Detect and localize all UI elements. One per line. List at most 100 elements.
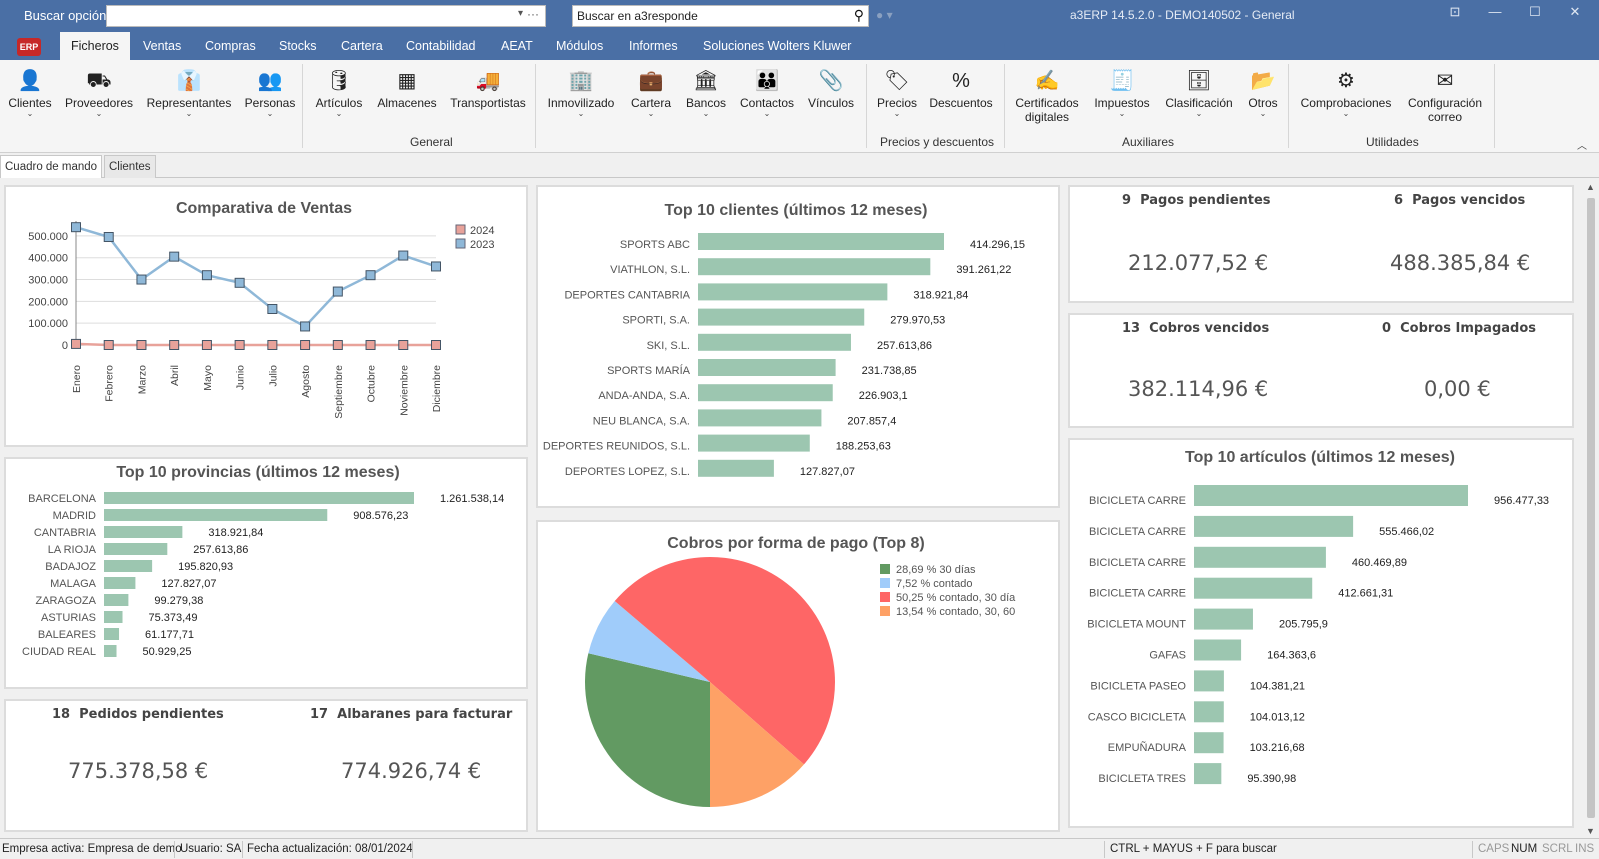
- category-label: BICICLETA CARRE: [1089, 588, 1186, 600]
- pie-slice: [585, 653, 710, 807]
- value-label: 318.921,84: [208, 527, 263, 539]
- chevron-down-icon: ⌄: [1259, 109, 1267, 118]
- menu-stocks[interactable]: Stocks: [279, 39, 317, 53]
- category-label: MADRID: [53, 510, 96, 522]
- otros-button[interactable]: 📂 Otros ⌄: [1244, 66, 1282, 118]
- albaranes-amount: 774.926,74 €: [341, 759, 482, 783]
- collapse-ribbon-icon[interactable]: ︿: [1577, 141, 1587, 152]
- status-separator: [1472, 841, 1473, 858]
- category-label: CASCO BICICLETA: [1088, 711, 1187, 723]
- vinculos-button[interactable]: 📎 Vínculos: [804, 66, 858, 110]
- scroll-up-icon[interactable]: ▲: [1586, 182, 1595, 192]
- bar: [104, 492, 414, 504]
- status-num: NUM: [1511, 843, 1538, 855]
- bancos-button[interactable]: 🏛 Bancos ⌄: [682, 66, 730, 118]
- pie-slice: [614, 557, 835, 765]
- vertical-scrollbar[interactable]: ▲ ▼: [1583, 180, 1599, 838]
- transportistas-label: Transportistas: [450, 96, 526, 110]
- proveedores-button[interactable]: ⛟ Proveedores ⌄: [62, 66, 136, 118]
- certificados-button[interactable]: ✍ Certificados digitales: [1010, 66, 1084, 124]
- tab-cuadro-de-mando[interactable]: Cuadro de mando: [0, 155, 103, 178]
- contactos-button[interactable]: 👪 Contactos ⌄: [736, 66, 798, 118]
- status-separator: [174, 841, 175, 858]
- value-label: 188.253,63: [836, 441, 891, 453]
- pin-icon[interactable]: ⊡: [1449, 4, 1461, 19]
- erp-logo[interactable]: ERP: [17, 38, 41, 56]
- transportistas-button[interactable]: 🚚 Transportistas: [446, 66, 530, 110]
- menu-ventas[interactable]: Ventas: [143, 39, 182, 53]
- data-point-2023: [267, 304, 278, 314]
- briefcase-icon: 💼: [638, 70, 664, 92]
- data-point-2023: [365, 270, 376, 281]
- chevron-down-icon: ⌄: [95, 109, 103, 118]
- menu-modulos[interactable]: Módulos: [556, 39, 604, 53]
- supplier-icon: ⛟: [86, 70, 112, 92]
- group-utilidades: Utilidades: [1366, 135, 1419, 149]
- tab-clientes[interactable]: Clientes: [104, 155, 156, 178]
- category-label: BICICLETA CARRE: [1089, 526, 1186, 538]
- menu-ficheros[interactable]: Ficheros: [60, 32, 130, 60]
- chevron-down-icon[interactable]: ▾: [517, 8, 523, 19]
- value-label: 1.261.538,14: [440, 493, 504, 505]
- almacenes-button[interactable]: ▦ Almacenes: [374, 66, 440, 110]
- category-label: SPORTS ABC: [620, 239, 690, 251]
- articulos-button[interactable]: 🛢 Artículos ⌄: [310, 66, 368, 118]
- bar: [698, 384, 833, 402]
- maximize-button[interactable]: ☐: [1529, 4, 1541, 19]
- menu-cartera[interactable]: Cartera: [341, 39, 383, 53]
- almacenes-label: Almacenes: [377, 96, 437, 110]
- descuentos-label: Descuentos: [929, 96, 993, 110]
- impuestos-button[interactable]: 🧾 Impuestos ⌄: [1090, 66, 1154, 118]
- search-option-input[interactable]: ▾ ···: [106, 5, 546, 27]
- personas-button[interactable]: 👥 Personas ⌄: [242, 66, 298, 118]
- data-point-2023: [136, 274, 147, 285]
- bell-icon[interactable]: ● ▾: [876, 8, 893, 22]
- menu-soluciones[interactable]: Soluciones Wolters Kluwer: [703, 39, 852, 53]
- discount-icon: %: [952, 70, 970, 92]
- vinculos-label: Vínculos: [807, 96, 855, 110]
- bar: [1194, 577, 1313, 599]
- search-icon[interactable]: ⚲: [853, 7, 864, 23]
- value-label: 95.390,98: [1247, 773, 1296, 785]
- minimize-button[interactable]: —: [1488, 4, 1502, 19]
- menu-compras[interactable]: Compras: [205, 39, 256, 53]
- category-label: BICICLETA MOUNT: [1087, 619, 1186, 631]
- chart-title: Top 10 clientes (últimos 12 meses): [665, 202, 928, 219]
- otros-label: Otros: [1248, 96, 1278, 110]
- menu-contabilidad[interactable]: Contabilidad: [406, 39, 476, 53]
- descuentos-button[interactable]: % Descuentos: [926, 66, 996, 110]
- menu-bar: ERP Ficheros Ventas Compras Stocks Carte…: [0, 32, 1599, 60]
- scroll-thumb[interactable]: [1587, 198, 1595, 818]
- legend-label: 7,52 % contado: [896, 578, 972, 590]
- scroll-down-icon[interactable]: ▼: [1586, 826, 1595, 836]
- clasificacion-button[interactable]: 🗄 Clasificación ⌄: [1160, 66, 1238, 118]
- cartera-button[interactable]: 💼 Cartera ⌄: [626, 66, 676, 118]
- articles-icon: 🛢: [326, 70, 352, 92]
- ribbon-separator: [1004, 64, 1005, 148]
- close-button[interactable]: ✕: [1569, 4, 1581, 19]
- cobros-vencidos-label: Cobros vencidos: [1149, 321, 1270, 336]
- menu-informes[interactable]: Informes: [629, 39, 678, 53]
- configuracion-correo-button[interactable]: ✉ Configuración correo: [1402, 66, 1488, 124]
- data-point-2024: [71, 338, 81, 349]
- value-label: 104.013,12: [1250, 711, 1305, 723]
- category-label: DEPORTES CANTABRIA: [564, 289, 690, 301]
- more-icon[interactable]: ···: [527, 7, 539, 21]
- bar: [104, 645, 117, 657]
- chevron-down-icon: ⌄: [266, 109, 274, 118]
- tax-icon: 🧾: [1109, 70, 1135, 92]
- inmovilizado-button[interactable]: 🏢 Inmovilizado ⌄: [542, 66, 620, 118]
- comprobaciones-button[interactable]: ⚙ Comprobaciones ⌄: [1296, 66, 1396, 118]
- category-label: DEPORTES REUNIDOS, S.L.: [543, 441, 690, 453]
- bar: [104, 526, 183, 538]
- comprobaciones-label: Comprobaciones: [1300, 96, 1392, 110]
- clientes-button[interactable]: 👤 Clientes ⌄: [6, 66, 54, 118]
- bar: [104, 509, 328, 521]
- menu-aeat[interactable]: AEAT: [501, 39, 533, 53]
- representantes-button[interactable]: 👔 Representantes ⌄: [144, 66, 234, 118]
- a3responde-search-input[interactable]: Buscar en a3responde ⚲: [572, 5, 869, 27]
- ribbon-separator: [535, 64, 536, 148]
- precios-button[interactable]: 🏷 Precios ⌄: [872, 66, 922, 118]
- category-label: BADAJOZ: [45, 561, 96, 573]
- collections-panel: 13 Cobros vencidos 382.114,96 € 0 Cobros…: [1068, 313, 1574, 428]
